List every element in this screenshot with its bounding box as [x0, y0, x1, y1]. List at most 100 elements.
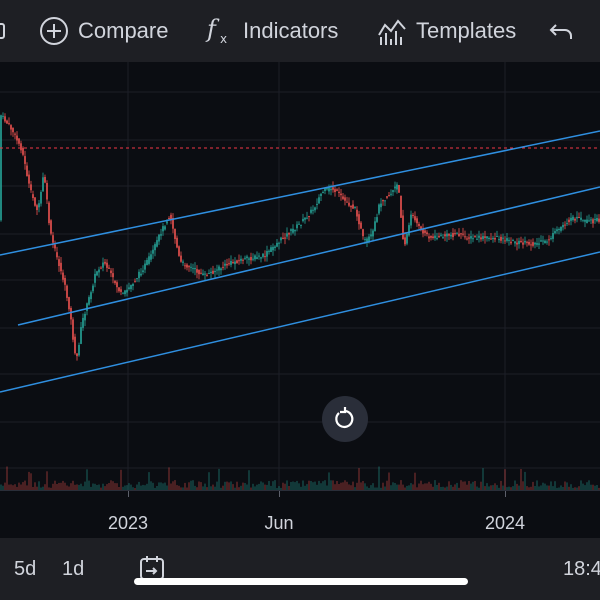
volume-bar	[80, 483, 82, 490]
candle-body	[486, 236, 488, 239]
candle-body	[506, 238, 508, 241]
templates-button[interactable]: Templates	[376, 13, 516, 49]
candle-body	[232, 262, 234, 263]
candle-body	[86, 303, 88, 311]
volume-bar	[312, 482, 314, 490]
candle-body	[162, 226, 164, 232]
undo-button[interactable]	[548, 13, 576, 49]
volume-bar	[190, 480, 192, 490]
volume-bar	[196, 487, 198, 490]
bottom-bar: 5d 1d 18:4	[0, 538, 600, 600]
candle-body	[194, 268, 196, 270]
volume-bar	[84, 481, 86, 490]
volume-bar	[576, 487, 578, 490]
candle-body	[210, 271, 212, 274]
volume-bar	[364, 483, 366, 490]
volume-bar	[2, 485, 4, 490]
volume-bar	[240, 485, 242, 490]
volume-bar	[462, 481, 464, 490]
volume-bar	[44, 484, 46, 490]
volume-bar	[110, 480, 112, 490]
candle-body	[286, 233, 288, 237]
volume-bar	[198, 481, 200, 490]
home-indicator[interactable]	[134, 578, 468, 585]
volume-bar	[490, 485, 492, 490]
volume-bar	[370, 485, 372, 490]
volume-bar	[428, 481, 430, 490]
candle-body	[278, 242, 280, 244]
candle-body	[460, 233, 462, 235]
volume-bar	[502, 485, 504, 490]
price-chart[interactable]	[0, 62, 600, 490]
candle-body	[562, 225, 564, 228]
volume-bar	[356, 482, 358, 490]
volume-bar	[500, 480, 502, 490]
candle-body	[548, 239, 550, 241]
volume-bar	[236, 481, 238, 490]
candle-body	[188, 266, 190, 268]
reset-chart-button[interactable]	[322, 396, 368, 442]
volume-bar	[570, 484, 572, 490]
volume-bar	[32, 487, 34, 490]
volume-bar	[334, 484, 336, 490]
candle-body	[236, 260, 238, 264]
volume-bar	[154, 487, 156, 490]
candle-body	[416, 218, 418, 224]
candle-body	[330, 188, 332, 191]
candle-body	[458, 233, 460, 237]
candle-body	[62, 272, 64, 280]
volume-bar	[226, 481, 228, 490]
volume-bar	[358, 468, 360, 490]
candle-body	[444, 234, 446, 237]
candle-body	[448, 233, 450, 236]
range-5d-button[interactable]: 5d	[14, 558, 37, 580]
volume-bar	[248, 470, 250, 490]
time-label-2024: 2024	[484, 513, 526, 533]
volume-bar	[180, 487, 182, 490]
volume-bar	[384, 486, 386, 490]
range-1d-button[interactable]: 1d	[62, 558, 85, 580]
candle-body	[358, 214, 360, 225]
volume-bar	[360, 482, 362, 490]
channel-upper-line[interactable]	[0, 130, 600, 256]
volume-bar	[220, 487, 222, 490]
volume-bar	[542, 482, 544, 490]
time-axis[interactable]: 2023 Jun 2024	[0, 490, 600, 538]
candle-body	[262, 253, 264, 257]
candle-body	[152, 249, 154, 254]
volume-bar	[10, 484, 12, 490]
volume-bar	[310, 481, 312, 490]
candle-body	[14, 133, 16, 135]
chart-canvas[interactable]	[0, 62, 600, 490]
volume-bar	[78, 484, 80, 490]
candle-body	[336, 189, 338, 191]
volume-bar	[478, 487, 480, 490]
candle-body	[536, 243, 538, 245]
compare-button[interactable]: Compare	[38, 13, 168, 49]
candle-body	[382, 200, 384, 202]
volume-bar	[512, 486, 514, 490]
volume-bar	[522, 481, 524, 490]
volume-bar	[382, 482, 384, 490]
channel-middle-line[interactable]	[17, 186, 600, 326]
candle-body	[554, 231, 556, 234]
channel-lower-line[interactable]	[0, 251, 600, 393]
volume-bar	[396, 484, 398, 490]
volume-bar	[520, 469, 522, 490]
candle-body	[302, 218, 304, 222]
volume-bar	[350, 485, 352, 490]
panel-edge-icon[interactable]	[0, 13, 8, 49]
tick-mark	[505, 491, 506, 497]
candle-body	[254, 255, 256, 260]
volume-bar	[492, 485, 494, 490]
volume-bar	[82, 486, 84, 490]
candle-body	[6, 120, 8, 124]
candle-body	[364, 238, 366, 240]
volume-bar	[208, 472, 210, 490]
volume-bar	[294, 482, 296, 490]
volume-bar	[56, 484, 58, 490]
candle-body	[546, 241, 548, 243]
candle-body	[48, 202, 50, 224]
candle-body	[150, 254, 152, 260]
